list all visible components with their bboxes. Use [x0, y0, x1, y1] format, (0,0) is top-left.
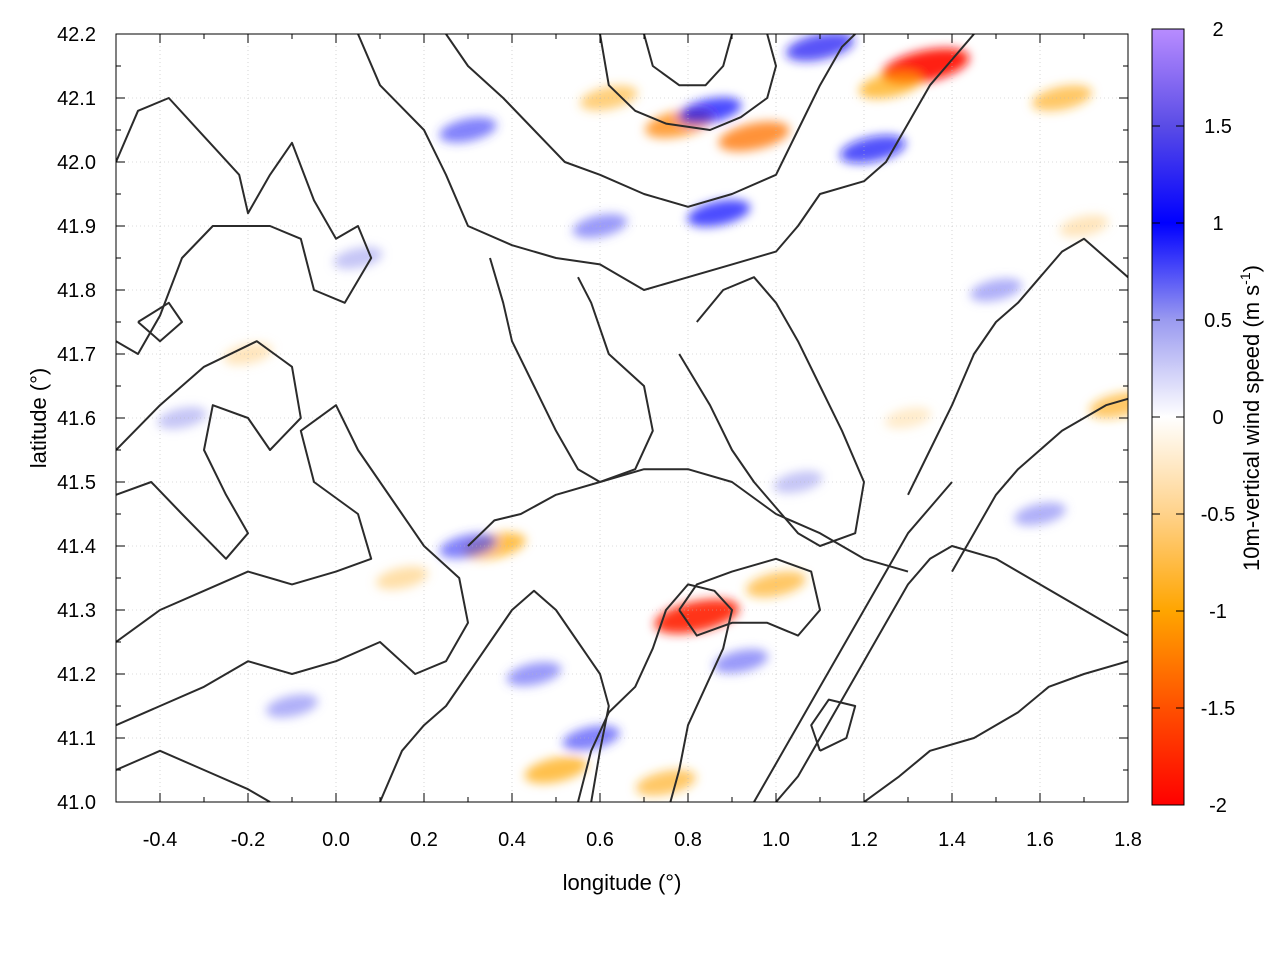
- y-tick-label: 41.8: [57, 280, 96, 302]
- terrain-contour: [116, 340, 302, 560]
- y-tick-label: 41.3: [57, 600, 96, 622]
- terrain-contour: [137, 301, 183, 343]
- terrain-contour: [577, 583, 733, 802]
- wind-hotspot: [376, 566, 428, 590]
- terrain-contour: [116, 404, 469, 727]
- terrain-contour: [907, 237, 1128, 496]
- colorbar-tick-label: -0.5: [1201, 504, 1235, 526]
- terrain-contour: [643, 34, 733, 87]
- colorbar-tick-label: 1: [1212, 213, 1223, 235]
- y-tick-label: 41.0: [57, 792, 96, 814]
- x-tick-label: 0.6: [586, 829, 614, 851]
- y-tick-label: 41.5: [57, 472, 96, 494]
- y-tick-label: 41.7: [57, 344, 96, 366]
- y-axis-tick-labels: 41.0 41.1 41.2 41.3 41.4 41.5 41.6 41.7 41.8 41.9…: [57, 24, 96, 814]
- wind-hotspot: [1031, 84, 1093, 112]
- wind-hotspot: [718, 121, 790, 152]
- plot-area: [115, 33, 1129, 803]
- terrain-contour: [678, 557, 821, 637]
- terrain-contour: [951, 397, 1128, 573]
- colorbar-title-sup: -1: [1237, 272, 1253, 285]
- terrain-contour: [810, 698, 857, 752]
- terrain-contour: [467, 468, 909, 573]
- wind-field-layer: [157, 34, 1128, 796]
- wind-hotspot: [1089, 392, 1128, 419]
- wind-hotspot: [678, 97, 742, 125]
- x-tick-label: 1.8: [1114, 829, 1142, 851]
- colorbar-tick-label: -2: [1209, 795, 1227, 817]
- wind-hotspot: [859, 71, 922, 99]
- wind-hotspot: [506, 661, 562, 687]
- wind-hotspot: [333, 246, 383, 270]
- colorbar-tick-label: 0: [1212, 407, 1223, 429]
- terrain-contour: [445, 34, 856, 208]
- colorbar-tick-label: 1.5: [1204, 116, 1232, 138]
- colorbar-tick-label: 0.5: [1204, 310, 1232, 332]
- wind-hotspot: [157, 406, 207, 430]
- colorbar-tick-label: -1: [1209, 601, 1227, 623]
- x-tick-label: -0.4: [143, 829, 177, 851]
- terrain-contour: [116, 749, 271, 802]
- y-tick-label: 42.0: [57, 152, 96, 174]
- colorbar-ticks: -2 -1.5 -1 -0.5 0 0.5 1 1.5 2: [1152, 19, 1235, 817]
- x-tick-label: 1.6: [1026, 829, 1054, 851]
- axis-ticks: [115, 33, 1129, 803]
- colorbar-tick-label: -1.5: [1201, 698, 1235, 720]
- x-tick-label: 1.2: [850, 829, 878, 851]
- terrain-contour: [753, 481, 953, 802]
- x-tick-label: 0.0: [322, 829, 350, 851]
- wind-hotspot: [635, 769, 697, 796]
- wind-hotspot: [654, 599, 740, 634]
- terrain-contour: [357, 34, 975, 291]
- x-tick-label: 0.2: [410, 829, 438, 851]
- terrain-contour: [678, 276, 865, 547]
- terrain-contour: [863, 660, 1128, 802]
- wind-hotspot: [439, 117, 497, 143]
- terrain-contour: [775, 545, 1128, 802]
- wind-hotspot: [266, 694, 318, 718]
- wind-hotspot: [713, 649, 769, 674]
- x-tick-label: 1.4: [938, 829, 966, 851]
- colorbar-title-main: 10m-vertical wind speed (m s: [1239, 285, 1264, 571]
- x-tick-label: 0.8: [674, 829, 702, 851]
- colorbar-title-close: ): [1239, 265, 1264, 272]
- x-axis-tick-labels: -0.4 -0.2 0.0 0.2 0.4 0.6 0.8 1.0 1.2 1.4 1.6 1.8: [143, 829, 1142, 851]
- wind-hotspot: [687, 199, 751, 227]
- colorbar-tick-label: 2: [1212, 19, 1223, 41]
- x-tick-label: 1.0: [762, 829, 790, 851]
- y-tick-label: 41.6: [57, 408, 96, 430]
- colorbar-title: 10m-vertical wind speed (m s-1): [1237, 265, 1264, 571]
- terrain-contour: [116, 97, 373, 355]
- grid-layer: [116, 34, 1128, 802]
- terrain-contour: [599, 34, 777, 131]
- y-axis-title: latitude (°): [26, 368, 51, 469]
- y-tick-label: 41.4: [57, 536, 96, 558]
- y-tick-label: 42.1: [57, 88, 96, 110]
- terrain-contour: [379, 589, 610, 802]
- y-tick-label: 41.1: [57, 728, 96, 750]
- x-tick-label: -0.2: [231, 829, 265, 851]
- colorbar: -2 -1.5 -1 -0.5 0 0.5 1 1.5 2 10m-vertical wind …: [1151, 19, 1264, 817]
- wind-hotspot: [745, 571, 807, 598]
- y-tick-label: 41.9: [57, 216, 96, 238]
- x-axis-title: longitude (°): [563, 870, 682, 895]
- x-tick-label: 0.4: [498, 829, 526, 851]
- y-tick-label: 42.2: [57, 24, 96, 46]
- wind-hotspot: [562, 725, 620, 751]
- wind-hotspot: [773, 470, 823, 494]
- y-tick-label: 41.2: [57, 664, 96, 686]
- wind-hotspot: [524, 756, 588, 784]
- wind-hotspots: [157, 34, 1128, 796]
- terrain-contours: [116, 34, 1128, 802]
